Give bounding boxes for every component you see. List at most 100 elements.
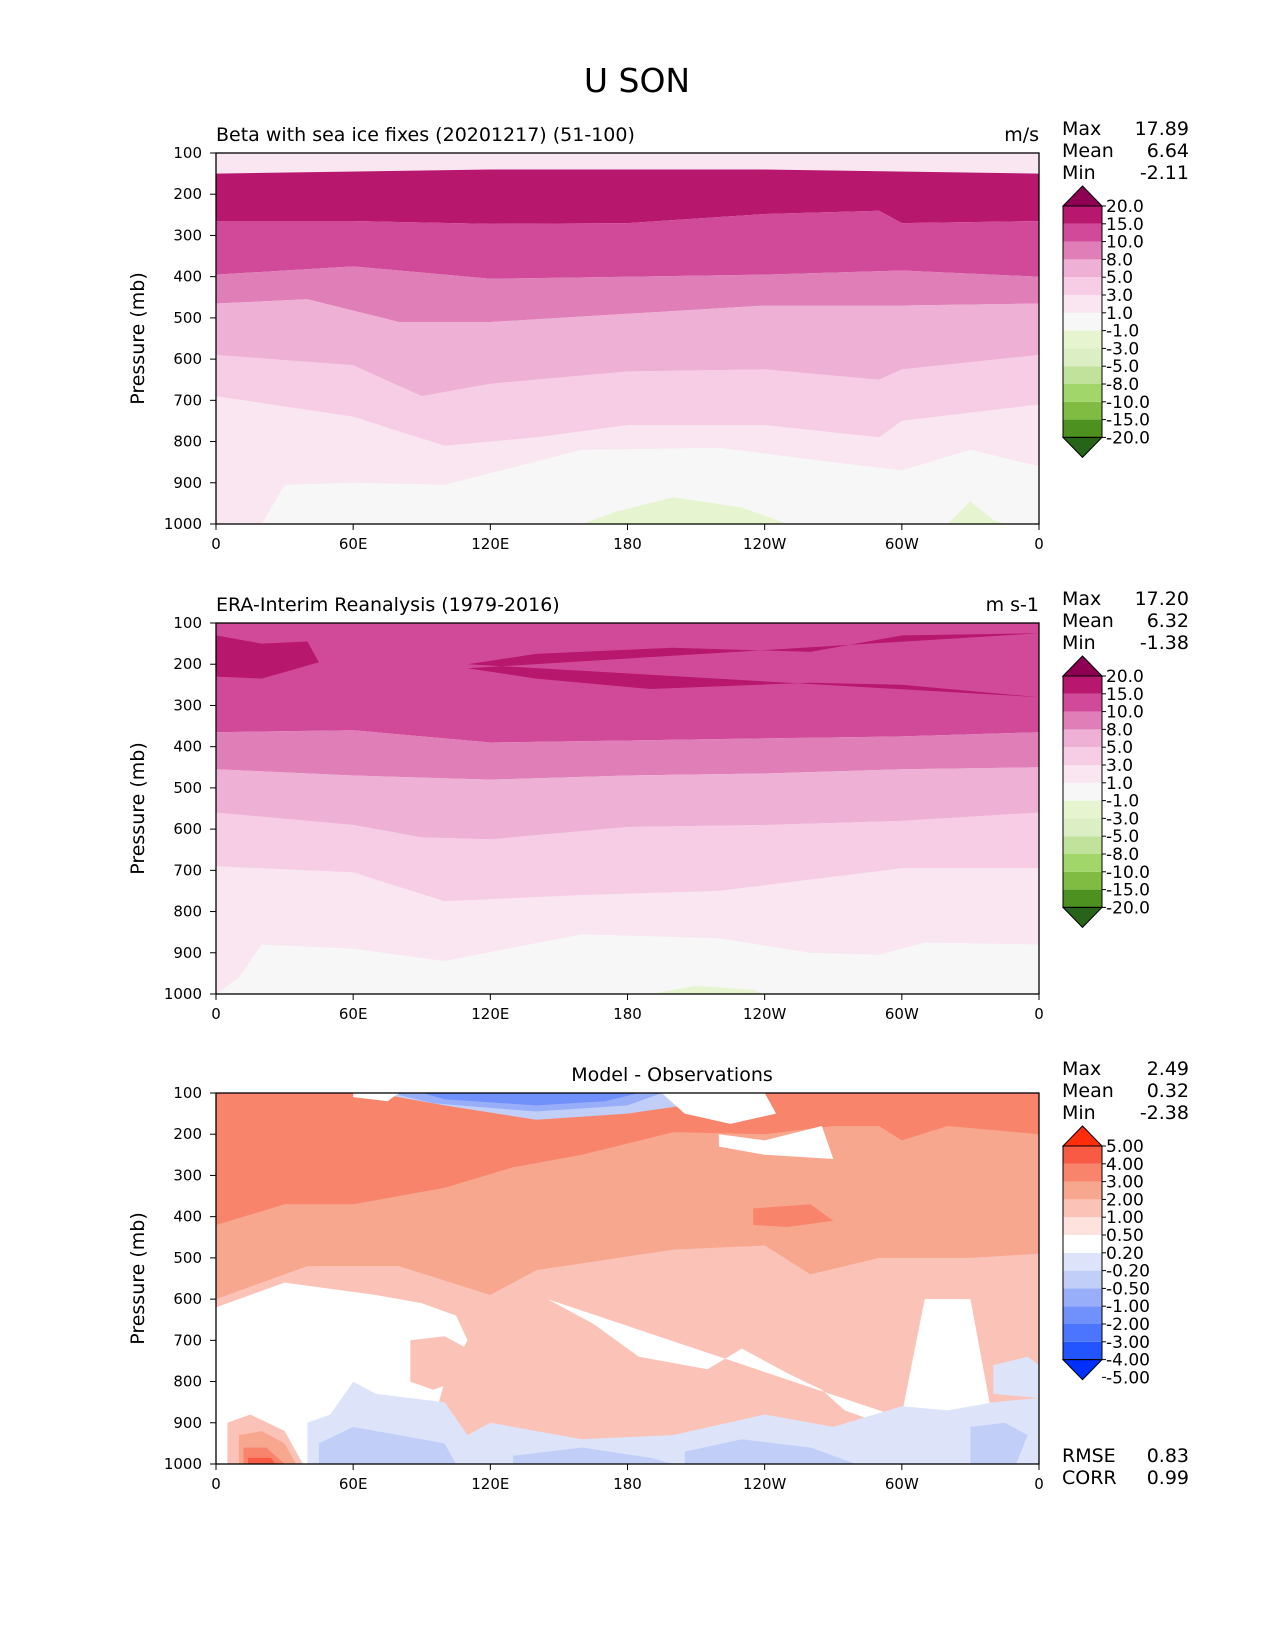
colorbar-level-label: -5.00 <box>1106 1368 1150 1388</box>
colorbar-level-label: -5.0 <box>1106 357 1139 377</box>
colorbar-level-label: -15.0 <box>1106 411 1150 431</box>
contour-band <box>216 266 1039 322</box>
contour-band <box>216 934 1039 994</box>
y-tick-label: 200 <box>173 655 202 673</box>
stat-value: 17.89 <box>1135 118 1189 140</box>
colorbar-cell <box>1063 854 1102 872</box>
colorbar-cell <box>1063 889 1102 908</box>
contour-band <box>216 396 1039 524</box>
x-tick-label: 0 <box>1034 1475 1044 1493</box>
y-tick-label: 500 <box>173 309 202 327</box>
colorbar-level-label: -1.0 <box>1106 322 1139 342</box>
colorbar-cell <box>1063 676 1102 694</box>
stat-label: Min <box>1062 162 1096 184</box>
colorbar-level-label: -10.0 <box>1106 863 1150 883</box>
contour-band <box>216 812 1039 902</box>
x-tick-label: 60W <box>885 1005 919 1023</box>
y-tick-label: 600 <box>173 820 202 838</box>
y-tick-label: 200 <box>173 185 202 203</box>
y-tick-label: 700 <box>173 391 202 409</box>
y-axis-label: Pressure (mb) <box>127 1212 149 1345</box>
colorbar-cell <box>1063 1146 1102 1164</box>
colorbar-cell <box>1063 1163 1102 1182</box>
stat-value: 0.32 <box>1147 1080 1189 1102</box>
colorbar-cell <box>1063 1252 1102 1271</box>
stat-value: -2.38 <box>1140 1102 1189 1124</box>
contour-band <box>216 730 1039 780</box>
x-tick-label: 0 <box>211 535 221 553</box>
y-tick-label: 400 <box>173 268 202 286</box>
x-tick-label: 60W <box>885 535 919 553</box>
corr-value: 0.99 <box>1147 1467 1189 1489</box>
colorbar-bottom-extension <box>1061 436 1104 459</box>
y-tick-label: 1000 <box>164 985 202 1003</box>
colorbar-level-label: 3.0 <box>1106 286 1133 306</box>
colorbar-level-label: 5.0 <box>1106 738 1133 758</box>
colorbar-level-label: 20.0 <box>1106 667 1144 687</box>
colorbar-cell <box>1063 729 1102 748</box>
colorbar-bottom-extension <box>1061 906 1104 929</box>
x-tick-label: 180 <box>613 535 642 553</box>
contour-band <box>216 299 1039 397</box>
colorbar-level-label: -15.0 <box>1106 881 1150 901</box>
x-tick-label: 120W <box>743 1005 787 1023</box>
colorbar-cell <box>1063 277 1102 295</box>
colorbar-level-label: 15.0 <box>1106 685 1144 705</box>
colorbar-level-label: 1.0 <box>1106 774 1133 794</box>
stat-value: 6.32 <box>1147 610 1189 632</box>
colorbar-level-label: 10.0 <box>1106 233 1144 253</box>
contour-band <box>216 210 1039 279</box>
colorbar-cell <box>1063 1341 1102 1360</box>
y-tick-label: 100 <box>173 1084 202 1102</box>
colorbar-level-label: 1.00 <box>1106 1208 1144 1228</box>
colorbar-cell <box>1063 711 1102 730</box>
panel-title: ERA-Interim Reanalysis (1979-2016) <box>216 594 560 616</box>
y-tick-label: 300 <box>173 226 202 244</box>
colorbar-level-label: 2.00 <box>1106 1190 1144 1210</box>
colorbar-cell <box>1063 1181 1102 1200</box>
colorbar-level-label: -0.20 <box>1106 1262 1150 1282</box>
colorbar-level-label: 5.00 <box>1106 1137 1144 1157</box>
contour-band <box>718 1126 834 1159</box>
colorbar-cell <box>1063 1217 1102 1235</box>
colorbar-cell <box>1063 1306 1102 1324</box>
colorbar: 20.015.010.08.05.03.01.0-1.0-3.0-5.0-8.0… <box>1061 655 1150 929</box>
y-tick-label: 800 <box>173 433 202 451</box>
colorbar-level-label: 5.0 <box>1106 268 1133 288</box>
y-tick-label: 1000 <box>164 1455 202 1473</box>
stat-value: -2.11 <box>1140 162 1189 184</box>
colorbar-level-label: 1.0 <box>1106 304 1133 324</box>
contour-band <box>661 1093 777 1124</box>
colorbar-cell <box>1063 295 1102 313</box>
colorbar-level-label: 15.0 <box>1106 215 1144 235</box>
colorbar-level-label: -4.00 <box>1106 1351 1150 1371</box>
panel-model: Beta with sea ice fixes (20201217) (51-1… <box>127 118 1189 553</box>
figure-title: U SON <box>584 61 690 100</box>
colorbar-cell <box>1063 401 1102 420</box>
colorbar-cell <box>1063 747 1102 765</box>
y-axis-label: Pressure (mb) <box>127 272 149 405</box>
colorbar-cell <box>1063 1324 1102 1342</box>
colorbar-level-label: -1.00 <box>1106 1297 1150 1317</box>
y-tick-label: 400 <box>173 738 202 756</box>
colorbar-top-extension <box>1061 185 1104 207</box>
colorbar-cell <box>1063 871 1102 890</box>
y-tick-label: 500 <box>173 1249 202 1267</box>
x-tick-label: 60E <box>339 1005 368 1023</box>
colorbar: 5.004.003.002.001.000.500.20-0.20-0.50-1… <box>1061 1125 1150 1388</box>
contour-fills <box>216 1093 1039 1464</box>
colorbar-frame <box>1062 205 1103 438</box>
stat-value: 17.20 <box>1135 588 1189 610</box>
contour-band <box>216 866 1039 994</box>
stat-label: Max <box>1062 588 1101 610</box>
colorbar-cell <box>1063 1235 1102 1253</box>
units-label: m/s <box>1004 124 1039 146</box>
x-tick-label: 120W <box>743 535 787 553</box>
y-tick-label: 300 <box>173 1166 202 1184</box>
colorbar-cell <box>1063 206 1102 224</box>
rmse-label: RMSE <box>1062 1445 1116 1467</box>
stat-value: -1.38 <box>1140 632 1189 654</box>
stat-label: Min <box>1062 632 1096 654</box>
colorbar-cell <box>1063 348 1102 367</box>
contour-band <box>993 1356 1039 1398</box>
